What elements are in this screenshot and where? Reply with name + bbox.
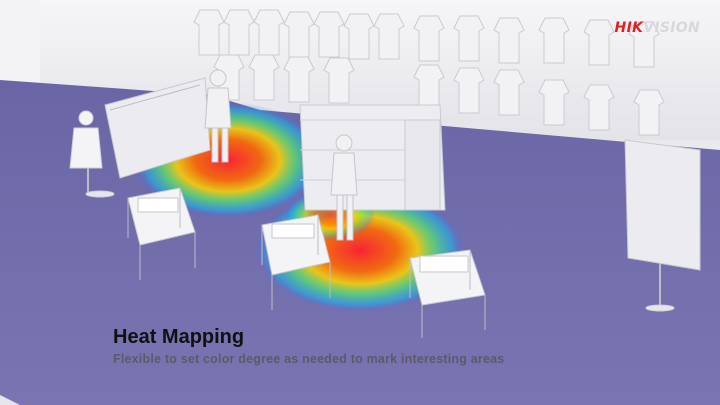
floor-edge <box>0 395 20 405</box>
display-table-left <box>127 187 196 280</box>
center-clothing-rack <box>299 104 446 211</box>
shopper-center <box>330 134 358 241</box>
mannequin-left <box>69 110 115 198</box>
clothing-rack-left <box>104 77 211 179</box>
hikvision-logo: HIKVISION <box>614 20 700 36</box>
caption-title: Heat Mapping <box>113 326 245 348</box>
display-table-center <box>261 214 331 310</box>
caption-subtitle: Flexible to set color degree as needed t… <box>113 352 505 366</box>
shopper-left <box>204 69 232 163</box>
clothing-rack-right <box>624 139 701 271</box>
wall-shirts <box>193 9 665 136</box>
display-table-right <box>409 249 486 338</box>
